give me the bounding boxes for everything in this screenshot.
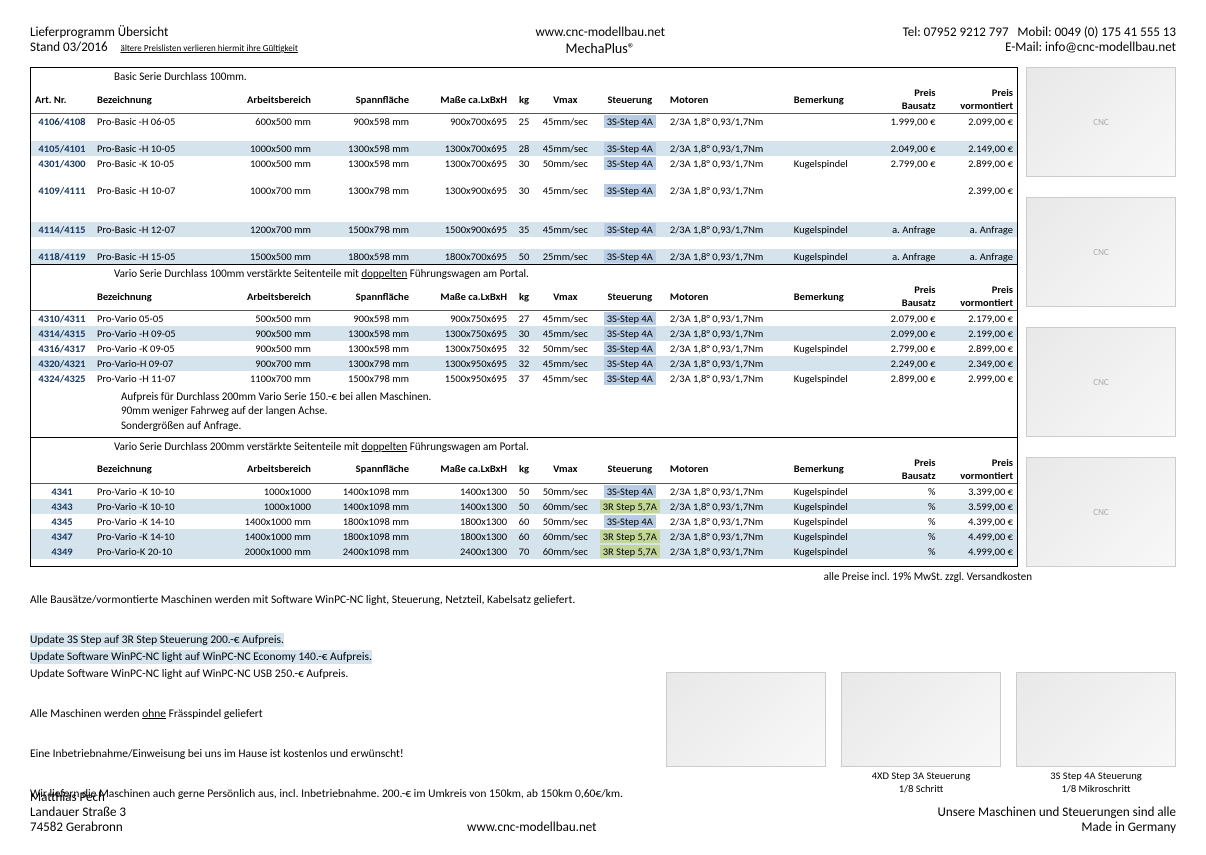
col-header: kg <box>511 282 537 311</box>
brand: MechaPlus® <box>535 40 665 57</box>
col-header: kg <box>511 85 537 114</box>
table-row: 4301/4300Pro-Basic -K 10-051000x500 mm13… <box>31 156 1017 171</box>
table-row: 4349Pro-Vario-K 20-102000x1000 mm2400x10… <box>31 544 1017 559</box>
price-note: alle Preise incl. 19% MwSt. zzgl. Versan… <box>30 567 1040 583</box>
mail: E-Mail: info@cnc-modellbau.net <box>903 40 1176 55</box>
tag: Made in Germany <box>938 820 1176 835</box>
table-row <box>31 237 1017 249</box>
header: Lieferprogramm Übersicht Stand 03/2016 ä… <box>30 25 1176 57</box>
col-header: Steuerung <box>594 282 666 311</box>
section-notes: Aufpreis für Durchlass 200mm Vario Serie… <box>31 386 1017 437</box>
section-title: Basic Serie Durchlass 100mm. <box>106 68 1017 85</box>
table-row: 4310/4311Pro-Vario 05-05500x500 mm900x59… <box>31 311 1017 327</box>
col-header: Vmax <box>537 282 594 311</box>
col-header: Spannfläche <box>315 282 413 311</box>
table-row <box>31 129 1017 141</box>
col-header: Bezeichnung <box>93 282 217 311</box>
table-row <box>31 210 1017 222</box>
col-header: Bemerkung <box>790 85 873 114</box>
note: ältere Preislisten verlieren hiermit ihr… <box>121 43 298 54</box>
col-header: Maße ca.LxBxH <box>413 282 511 311</box>
footer: Matthias Pech Landauer Straße 3 74582 Ge… <box>30 790 1176 835</box>
col-header: Steuerung <box>594 455 666 484</box>
table-row: 4106/4108Pro-Basic -H 06-05600x500 mm900… <box>31 114 1017 130</box>
col-header <box>31 455 93 484</box>
table-row: 4114/4115Pro-Basic -H 12-071200x700 mm15… <box>31 222 1017 237</box>
table-row: 4320/4321Pro-Vario-H 09-07900x700 mm1300… <box>31 356 1017 371</box>
table-row: 4314/4315Pro-Vario -H 09-05900x500 mm130… <box>31 326 1017 341</box>
col-header: Vmax <box>537 85 594 114</box>
product-image: CNC <box>1026 67 1176 177</box>
col-header: kg <box>511 455 537 484</box>
accessory-image <box>1016 672 1176 767</box>
table-row: 4347Pro-Vario -K 14-101400x1000 mm1800x1… <box>31 529 1017 544</box>
price-table: BezeichnungArbeitsbereichSpannflächeMaße… <box>31 282 1017 386</box>
table-row: 4343Pro-Vario -K 10-101000x10001400x1098… <box>31 499 1017 514</box>
product-images: CNC CNC CNC CNC <box>1026 67 1176 567</box>
col-header: Art. Nr. <box>31 85 93 114</box>
accessories: 4XD Step 3A Steuerung1/8 Schritt3S Step … <box>666 672 1176 795</box>
col-header: Spannfläche <box>315 85 413 114</box>
product-image: CNC <box>1026 327 1176 437</box>
col-header: Bezeichnung <box>93 85 217 114</box>
title: Lieferprogramm Übersicht <box>30 25 298 40</box>
product-image: CNC <box>1026 457 1176 567</box>
col-header: PreisBausatz <box>872 282 939 311</box>
section-title: Vario Serie Durchlass 100mm verstärkte S… <box>106 265 1017 282</box>
tel: Tel: 07952 9212 797 <box>903 25 1009 40</box>
section-title: Vario Serie Durchlass 200mm verstärkte S… <box>106 438 1017 455</box>
product-image: CNC <box>1026 197 1176 307</box>
col-header: Preisvormontiert <box>940 282 1018 311</box>
table-row: 4324/4325Pro-Vario -H 11-071100x700 mm15… <box>31 371 1017 386</box>
info-line <box>30 613 1176 627</box>
col-header: Arbeitsbereich <box>217 282 315 311</box>
mobil: Mobil: 0049 (0) 175 41 555 13 <box>1017 25 1176 40</box>
price-table: BezeichnungArbeitsbereichSpannflächeMaße… <box>31 455 1017 559</box>
info-line: Alle Bausätze/vormontierte Maschinen wer… <box>30 593 1176 607</box>
col-header: Bezeichnung <box>93 455 217 484</box>
col-header: Preisvormontiert <box>940 85 1018 114</box>
url: www.cnc-modellbau.net <box>467 820 597 835</box>
col-header: Arbeitsbereich <box>217 455 315 484</box>
info-line: Update Software WinPC-NC light auf WinPC… <box>30 650 1176 664</box>
col-header: PreisBausatz <box>872 85 939 114</box>
table-row: 4316/4317Pro-Vario -K 09-05900x500 mm130… <box>31 341 1017 356</box>
date: Stand 03/2016 <box>30 40 108 55</box>
table-row <box>31 171 1017 183</box>
col-header: Motoren <box>666 282 790 311</box>
col-header: PreisBausatz <box>872 455 939 484</box>
col-header: Maße ca.LxBxH <box>413 455 511 484</box>
accessory-image <box>666 672 826 767</box>
table-row: 4118/4119Pro-Basic -H 15-051500x500 mm18… <box>31 249 1017 264</box>
table-row: 4345Pro-Vario -K 14-101400x1000 mm1800x1… <box>31 514 1017 529</box>
col-header: Preisvormontiert <box>940 455 1018 484</box>
url: www.cnc-modellbau.net <box>535 25 665 40</box>
accessory-image <box>841 672 1001 767</box>
table-row: 4105/4101Pro-Basic -H 10-051000x500 mm13… <box>31 141 1017 156</box>
accessory <box>666 672 826 795</box>
col-header: Motoren <box>666 85 790 114</box>
table-row: 4109/4111Pro-Basic -H 10-071000x700 mm13… <box>31 183 1017 198</box>
addr: Matthias Pech <box>30 790 126 805</box>
accessory: 4XD Step 3A Steuerung1/8 Schritt <box>841 672 1001 795</box>
col-header: Spannfläche <box>315 455 413 484</box>
col-header: Arbeitsbereich <box>217 85 315 114</box>
table-row: 4341Pro-Vario -K 10-101000x10001400x1098… <box>31 483 1017 499</box>
col-header: Motoren <box>666 455 790 484</box>
addr: 74582 Gerabronn <box>30 820 126 835</box>
price-tables: Basic Serie Durchlass 100mm.Art. Nr.Beze… <box>30 67 1018 567</box>
col-header: Bemerkung <box>790 455 873 484</box>
info-line: Update 3S Step auf 3R Step Steuerung 200… <box>30 633 1176 647</box>
col-header: Vmax <box>537 455 594 484</box>
addr: Landauer Straße 3 <box>30 805 126 820</box>
col-header: Maße ca.LxBxH <box>413 85 511 114</box>
accessory: 3S Step 4A Steuerung1/8 Mikroschritt <box>1016 672 1176 795</box>
tag: Unsere Maschinen und Steuerungen sind al… <box>938 805 1176 820</box>
col-header <box>31 282 93 311</box>
price-table: Art. Nr.BezeichnungArbeitsbereichSpannfl… <box>31 85 1017 264</box>
table-row <box>31 198 1017 210</box>
col-header: Bemerkung <box>790 282 873 311</box>
col-header: Steuerung <box>594 85 666 114</box>
